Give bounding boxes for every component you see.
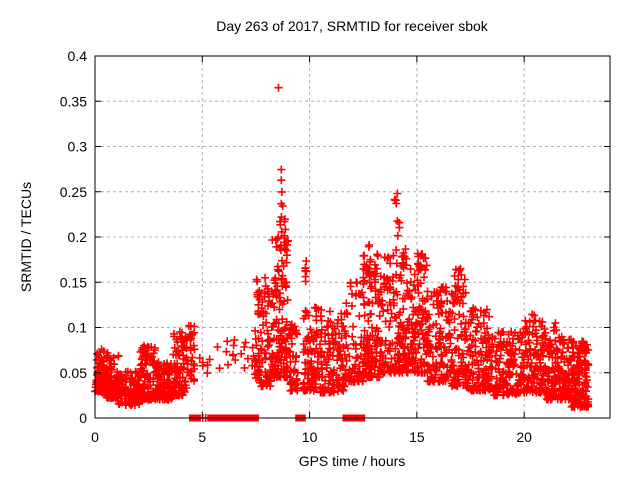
y-tick-label: 0.4 — [68, 48, 88, 64]
y-tick-label: 0 — [79, 410, 87, 426]
x-tick-label: 15 — [409, 429, 425, 445]
chart-title: Day 263 of 2017, SRMTID for receiver sbo… — [216, 18, 489, 34]
axis-ticks — [94, 55, 610, 419]
y-tick-label: 0.15 — [60, 274, 87, 290]
y-tick-label: 0.1 — [68, 320, 88, 336]
x-tick-labels: 0 5 10 15 20 — [91, 429, 532, 445]
y-tick-label: 0.05 — [60, 365, 87, 381]
y-tick-labels: 0 0.05 0.1 0.15 0.2 0.25 0.3 0.35 0.4 — [60, 48, 87, 426]
x-tick-label: 0 — [91, 429, 99, 445]
y-tick-label: 0.35 — [60, 93, 87, 109]
x-tick-label: 5 — [198, 429, 206, 445]
y-tick-label: 0.25 — [60, 184, 87, 200]
y-tick-label: 0.3 — [68, 139, 88, 155]
y-tick-label: 0.2 — [68, 229, 88, 245]
x-axis-label: GPS time / hours — [299, 453, 406, 469]
y-axis-label: SRMTID / TECUs — [18, 182, 34, 292]
x-tick-label: 10 — [302, 429, 318, 445]
data-points — [91, 83, 593, 422]
x-tick-label: 20 — [516, 429, 532, 445]
